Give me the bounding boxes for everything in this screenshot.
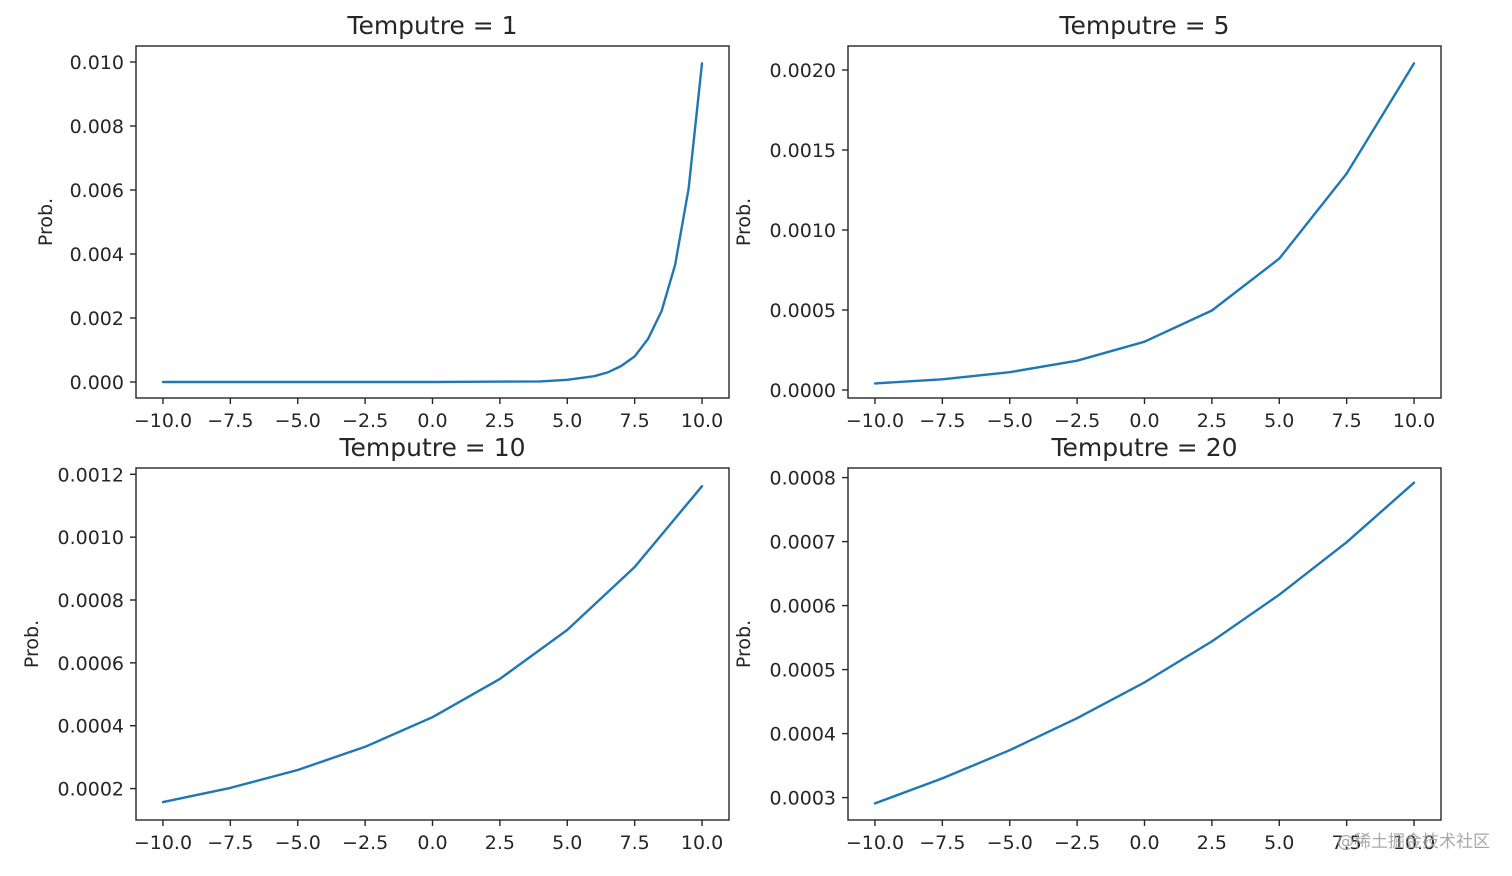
y-tick-label: 0.006 [70, 180, 124, 202]
x-tick-label: −10.0 [846, 832, 904, 854]
x-tick-label: 0.0 [417, 410, 447, 432]
x-tick-label: 10.0 [1393, 410, 1435, 432]
y-tick-label: 0.008 [70, 116, 124, 138]
x-tick-label: −5.0 [987, 832, 1033, 854]
x-tick-label: 5.0 [552, 410, 582, 432]
x-tick-label: −10.0 [134, 410, 192, 432]
y-tick-label: 0.0008 [58, 590, 124, 612]
y-tick-label: 0.010 [70, 52, 124, 74]
y-tick-label: 0.0015 [770, 140, 836, 162]
x-tick-label: 2.5 [1197, 410, 1227, 432]
subplot-4: Temputre = 20 Prob. −10.0 −7.5 −5.0 −2.5 0.0 2.… [733, 433, 1442, 854]
y-tick-label: 0.0004 [58, 716, 124, 738]
x-tick-label: −7.5 [919, 410, 965, 432]
x-tick-label: −2.5 [1054, 410, 1100, 432]
y-axis-label: Prob. [35, 198, 57, 246]
axes-frame [135, 45, 730, 399]
x-tick-label: −7.5 [919, 832, 965, 854]
x-tick-label: 0.0 [1129, 410, 1159, 432]
y-axis-label: Prob. [733, 620, 755, 668]
y-tick-label: 0.0010 [58, 527, 124, 549]
x-tick-label: 0.0 [417, 832, 447, 854]
y-tick-label: 0.0000 [770, 380, 836, 402]
y-tick-label: 0.002 [70, 308, 124, 330]
x-tick-label: −5.0 [987, 410, 1033, 432]
x-tick-label: 7.5 [1332, 832, 1362, 854]
x-tick-label: 7.5 [620, 832, 650, 854]
axes-frame [847, 45, 1442, 399]
x-tick-label: 7.5 [620, 410, 650, 432]
x-tick-label: 10.0 [681, 410, 723, 432]
x-tick-label: 5.0 [1264, 410, 1294, 432]
series-line-1 [161, 485, 704, 804]
x-tick-label: −2.5 [1054, 832, 1100, 854]
x-tick-label: −2.5 [342, 410, 388, 432]
x-tick-label: 0.0 [1129, 832, 1159, 854]
y-tick-label: 0.0005 [770, 660, 836, 682]
subplot-1: Temputre = 1 Prob. −10.0 −7.5 −5.0 −2.5 0.0 2.5… [35, 11, 730, 432]
axes-frame [135, 467, 730, 821]
y-tick-label: 0.004 [70, 244, 124, 266]
x-tick-label: −5.0 [275, 410, 321, 432]
x-tick-label: 10.0 [1393, 832, 1435, 854]
y-tick-label: 0.0004 [770, 724, 836, 746]
subplot-title: Temputre = 10 [338, 433, 525, 462]
x-tick-label: 5.0 [552, 832, 582, 854]
x-tick-label: 2.5 [485, 410, 515, 432]
x-tick-label: 2.5 [485, 832, 515, 854]
x-tick-label: −10.0 [846, 410, 904, 432]
y-tick-label: 0.0010 [770, 220, 836, 242]
subplot-3: Temputre = 10 Prob. −10.0 −7.5 −5.0 −2.5 0.0 2.… [21, 433, 730, 854]
y-tick-label: 0.0008 [770, 468, 836, 490]
axes-frame [847, 467, 1442, 821]
subplot-title: Temputre = 20 [1050, 433, 1237, 462]
y-tick-label: 0.0002 [58, 779, 124, 801]
x-tick-label: 7.5 [1332, 410, 1362, 432]
x-tick-label: −7.5 [207, 832, 253, 854]
x-tick-label: −2.5 [342, 832, 388, 854]
x-tick-label: −5.0 [275, 832, 321, 854]
y-tick-label: 0.0006 [770, 596, 836, 618]
y-tick-label: 0.0007 [770, 532, 836, 554]
y-axis-label: Prob. [733, 198, 755, 246]
y-tick-label: 0.0012 [58, 464, 124, 486]
x-tick-label: 10.0 [681, 832, 723, 854]
x-tick-label: 5.0 [1264, 832, 1294, 854]
x-tick-label: 2.5 [1197, 832, 1227, 854]
subplot-2: Temputre = 5 Prob. −10.0 −7.5 −5.0 −2.5 0.0 2.5… [733, 11, 1442, 432]
y-tick-label: 0.000 [70, 372, 124, 394]
series-line-1 [873, 481, 1416, 805]
y-tick-label: 0.0003 [770, 788, 836, 810]
x-tick-label: −10.0 [134, 832, 192, 854]
y-tick-label: 0.0006 [58, 653, 124, 675]
series-line-1 [873, 62, 1416, 385]
y-tick-label: 0.0020 [770, 60, 836, 82]
watermark: @稀土掘金技术社区 [1337, 832, 1490, 852]
y-tick-label: 0.0005 [770, 300, 836, 322]
y-axis-label: Prob. [21, 620, 43, 668]
series-line-1 [161, 62, 704, 384]
x-tick-label: −7.5 [207, 410, 253, 432]
subplot-title: Temputre = 1 [346, 11, 517, 40]
subplot-title: Temputre = 5 [1058, 11, 1229, 40]
